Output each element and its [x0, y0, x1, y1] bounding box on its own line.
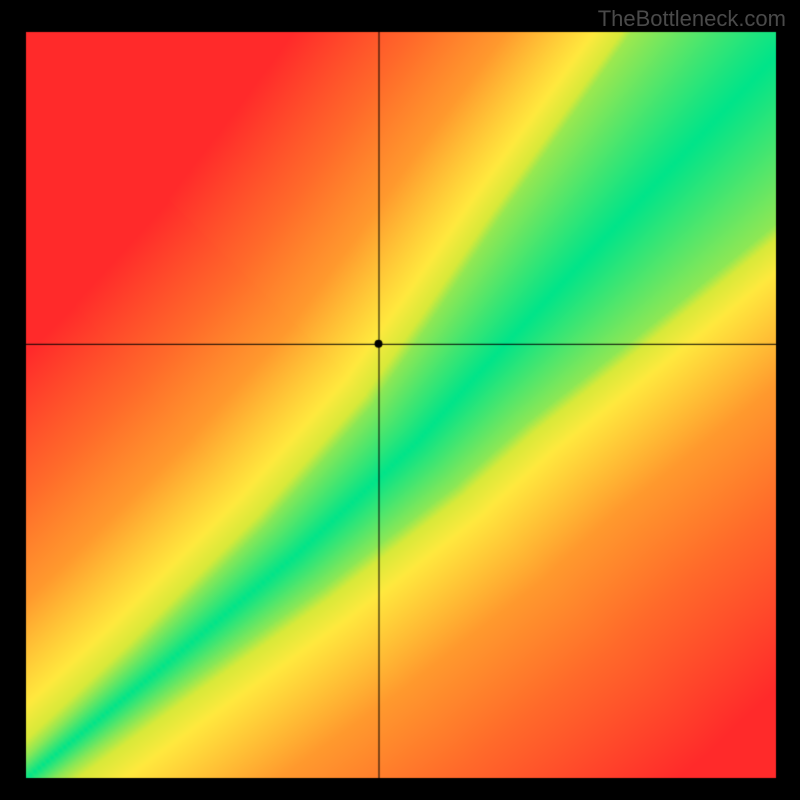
watermark-label: TheBottleneck.com — [598, 6, 786, 32]
heatmap-canvas — [0, 0, 800, 800]
chart-container: TheBottleneck.com — [0, 0, 800, 800]
